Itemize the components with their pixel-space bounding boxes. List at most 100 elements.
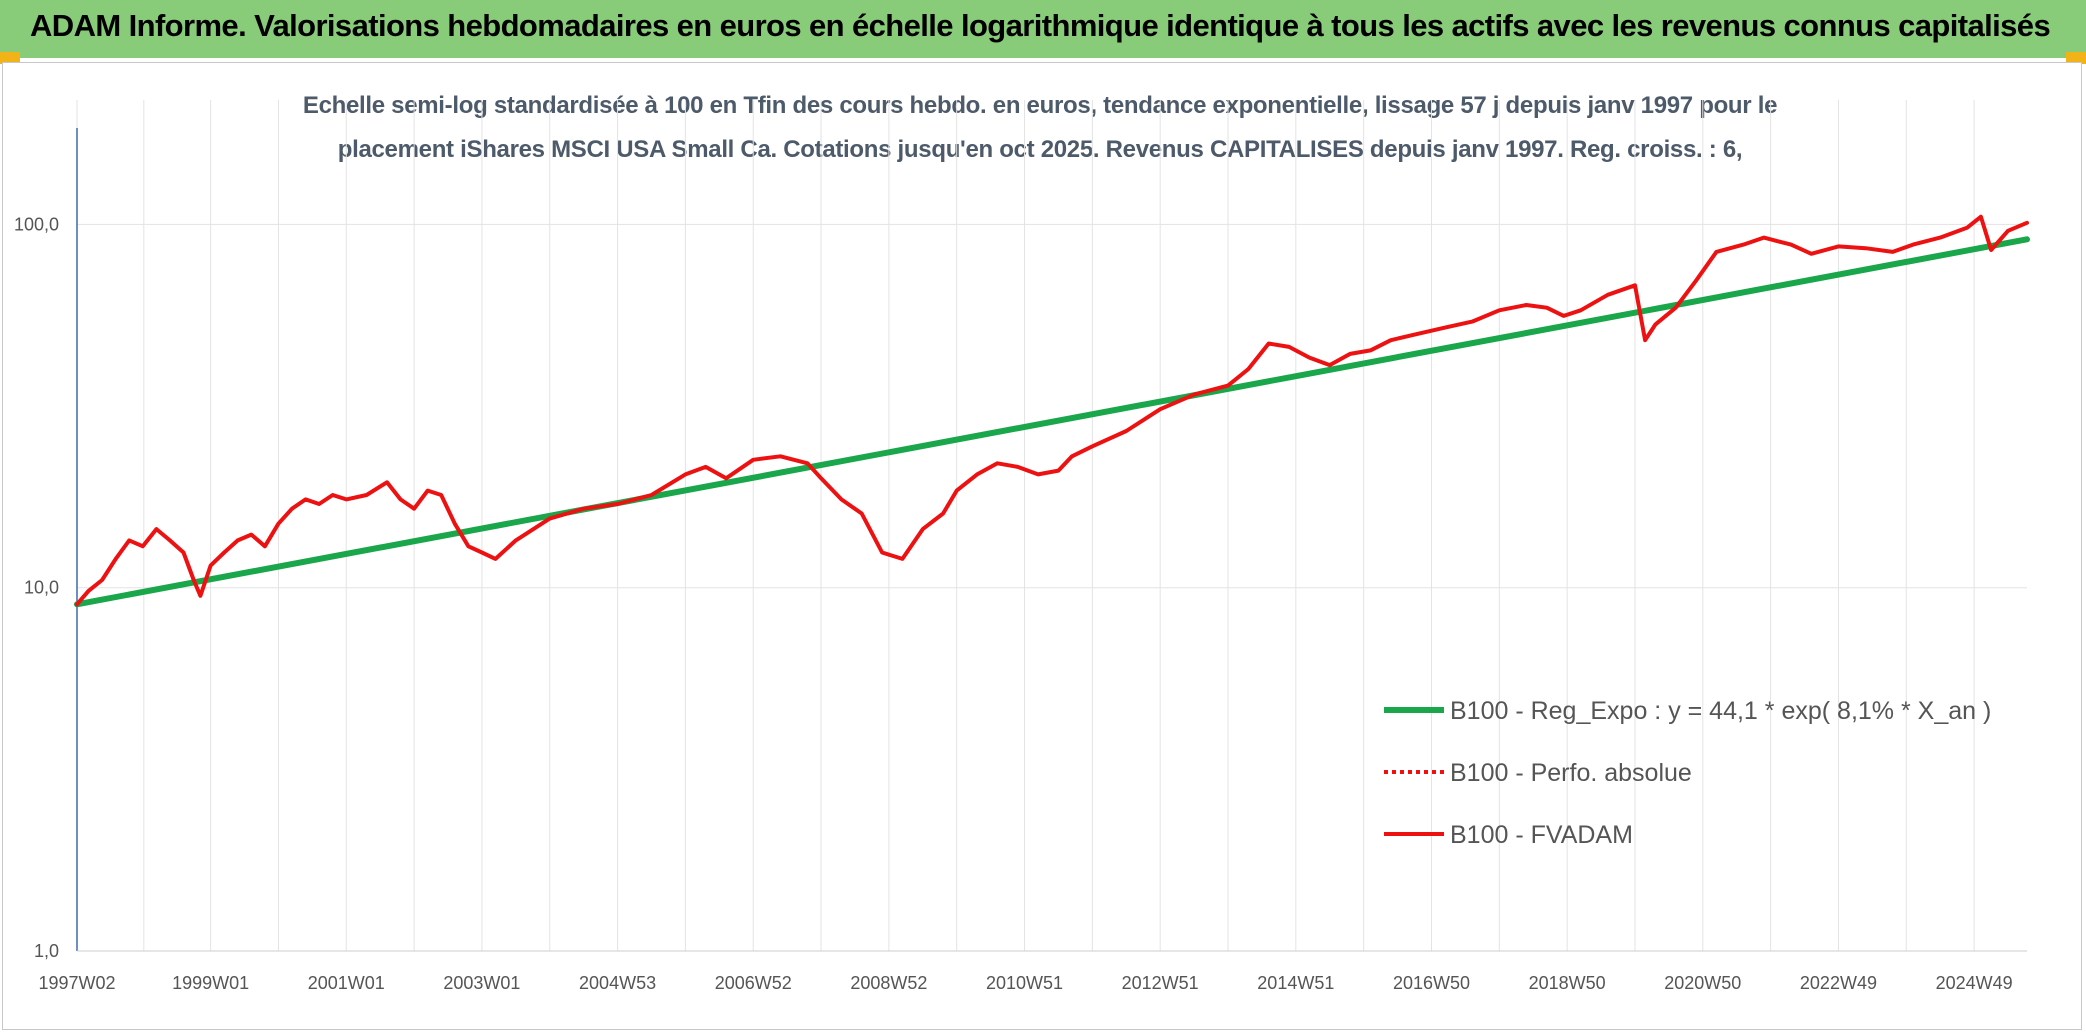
data-point bbox=[1192, 393, 1196, 397]
chart-subtitle-line2: placement iShares MSCI USA Small Ca. Cot… bbox=[337, 136, 1743, 163]
data-point bbox=[1606, 293, 1610, 297]
data-point bbox=[303, 497, 308, 502]
legend-label: B100 - Perfo. absolue bbox=[1450, 759, 1692, 787]
y-tick-label: 1,0 bbox=[34, 941, 59, 961]
data-point bbox=[344, 497, 348, 502]
x-tick-label: 2022W49 bbox=[1800, 973, 1877, 993]
data-point bbox=[1036, 472, 1040, 477]
chart-frame bbox=[2, 62, 2082, 1030]
fvadam-line bbox=[75, 214, 2029, 607]
x-tick-label: 2024W49 bbox=[1936, 973, 2013, 993]
data-point bbox=[955, 489, 959, 493]
data-point bbox=[2006, 229, 2010, 233]
data-point bbox=[1714, 250, 1718, 254]
data-point bbox=[198, 594, 203, 598]
data-point bbox=[317, 502, 321, 506]
data-point bbox=[900, 557, 905, 561]
y-tick-label: 10,0 bbox=[24, 578, 59, 598]
data-point bbox=[582, 507, 586, 511]
legend: B100 - Reg_Expo : y = 44,1 * exp( 8,1% *… bbox=[1384, 697, 1991, 849]
data-point bbox=[1524, 303, 1529, 307]
x-tick-label: 2018W50 bbox=[1529, 973, 1606, 993]
data-point bbox=[466, 544, 470, 548]
data-point bbox=[615, 502, 620, 506]
corner-marker-right bbox=[2066, 52, 2086, 64]
data-point bbox=[995, 461, 1000, 465]
data-point bbox=[1938, 235, 1942, 240]
data-point bbox=[1562, 314, 1566, 318]
data-point bbox=[1348, 352, 1352, 356]
data-point bbox=[1267, 341, 1271, 346]
data-point bbox=[1416, 332, 1420, 336]
data-point bbox=[1809, 252, 1813, 256]
data-point bbox=[365, 493, 369, 497]
data-point bbox=[1762, 235, 1766, 240]
report-title: ADAM Informe. Valorisations hebdomadaire… bbox=[30, 8, 2051, 43]
data-point bbox=[2025, 237, 2029, 241]
axes: 1,0 10,0 100,0 1997W02 1999W01 2001W01 2003W01… bbox=[14, 128, 2027, 993]
x-tick-label: 2001W01 bbox=[308, 973, 385, 993]
data-point bbox=[398, 497, 403, 502]
data-point bbox=[941, 511, 945, 516]
data-point bbox=[154, 527, 158, 531]
x-tick-label: 2006W52 bbox=[715, 973, 792, 993]
data-point bbox=[1470, 320, 1474, 324]
data-point bbox=[778, 454, 782, 458]
data-point bbox=[290, 507, 294, 511]
x-tick-label: 2003W01 bbox=[443, 973, 520, 993]
data-point bbox=[222, 550, 226, 555]
data-point bbox=[1979, 215, 1983, 219]
data-point bbox=[839, 497, 844, 502]
data-point bbox=[1863, 246, 1868, 250]
data-point bbox=[141, 544, 145, 548]
regression-line bbox=[74, 236, 2030, 608]
x-tick-label: 1997W02 bbox=[38, 973, 115, 993]
data-point bbox=[100, 578, 104, 582]
data-point bbox=[1307, 355, 1311, 360]
data-point bbox=[548, 516, 552, 521]
data-point bbox=[1643, 338, 1647, 342]
data-point bbox=[724, 476, 728, 480]
data-point bbox=[1389, 338, 1393, 342]
data-point bbox=[921, 527, 925, 531]
legend-label: B100 - FVADAM bbox=[1450, 821, 1633, 849]
chart-subtitle-line1: Echelle semi-log standardisée à 100 en T… bbox=[302, 92, 1778, 119]
x-tick-label: 2012W51 bbox=[1122, 973, 1199, 993]
legend-label: B100 - Reg_Expo : y = 44,1 * exp( 8,1% *… bbox=[1450, 697, 1991, 725]
data-point bbox=[1246, 367, 1250, 371]
data-point bbox=[439, 493, 443, 497]
data-point bbox=[127, 538, 131, 542]
data-point bbox=[1741, 242, 1746, 247]
data-point bbox=[514, 538, 518, 542]
data-point bbox=[276, 522, 281, 526]
data-point bbox=[1989, 248, 1993, 252]
data-point bbox=[1545, 306, 1549, 310]
x-tick-label: 1999W01 bbox=[172, 973, 249, 993]
data-point bbox=[1497, 308, 1501, 312]
data-point bbox=[1674, 306, 1678, 310]
data-point bbox=[493, 557, 498, 561]
data-point bbox=[704, 465, 708, 469]
data-point bbox=[331, 493, 335, 497]
data-point bbox=[75, 602, 79, 606]
data-point bbox=[168, 538, 172, 542]
data-point bbox=[1016, 465, 1020, 469]
data-point bbox=[1158, 407, 1162, 411]
data-point bbox=[1368, 348, 1373, 352]
x-tick-label: 2010W51 bbox=[986, 973, 1063, 993]
data-point bbox=[1911, 242, 1915, 247]
x-tick-label: 2020W50 bbox=[1664, 973, 1741, 993]
data-point bbox=[2025, 221, 2029, 225]
data-point bbox=[1226, 383, 1230, 388]
data-point bbox=[181, 550, 186, 555]
data-point bbox=[860, 511, 864, 516]
data-point bbox=[426, 489, 430, 493]
data-point bbox=[1070, 454, 1074, 458]
data-point bbox=[975, 472, 979, 477]
corner-marker-left bbox=[0, 52, 20, 64]
data-point bbox=[805, 461, 810, 465]
series-layer bbox=[74, 214, 2030, 608]
data-point bbox=[1443, 325, 1447, 330]
data-point bbox=[1891, 250, 1895, 254]
data-point bbox=[683, 472, 688, 477]
